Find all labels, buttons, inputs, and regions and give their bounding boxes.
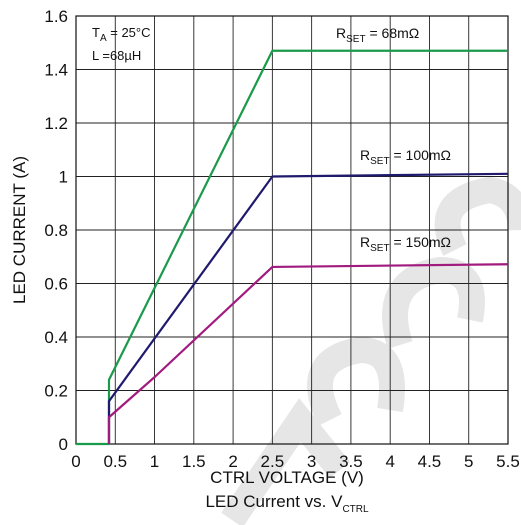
y-tick-label: 1.4 [44, 61, 68, 80]
series-label-150-main: R [360, 234, 370, 250]
series-line-2 [107, 263, 509, 444]
watermark [221, 176, 521, 525]
series-label-100-sub: SET [370, 156, 389, 167]
x-tick-label: 5 [464, 452, 473, 471]
y-tick-label: 0.2 [44, 382, 68, 401]
chart-caption: LED Current vs. VCTRL [205, 492, 369, 515]
plot-grid [75, 15, 509, 445]
series-label-150: RSET = 150mΩ [360, 234, 451, 254]
caption-subscript: CTRL [342, 504, 369, 515]
series-label-68-main: R [336, 25, 346, 41]
x-tick-label: 4 [385, 452, 394, 471]
caption-main: LED Current vs. V [205, 492, 343, 511]
y-tick-label: 0.8 [44, 221, 68, 240]
y-tick-label: 1.2 [44, 114, 68, 133]
y-tick-label: 0.6 [44, 275, 68, 294]
y-tick-label: 0.4 [44, 328, 68, 347]
series-label-68-sub: SET [346, 34, 365, 45]
series-label-100: RSET = 100mΩ [360, 147, 451, 167]
series-label-150-sub: SET [370, 243, 389, 254]
y-tick-labels: 0 0.2 0.4 0.6 0.8 1 1.2 1.4 1.6 [44, 7, 68, 454]
series-line-0 [76, 49, 508, 446]
y-tick-label: 0 [59, 435, 68, 454]
x-tick-label: 3.5 [339, 452, 363, 471]
series-label-150-rest: = 150mΩ [390, 234, 451, 250]
x-tick-label: 4.5 [418, 452, 442, 471]
x-axis-title: CTRL VOLTAGE (V) [210, 468, 364, 487]
series-label-100-rest: = 100mΩ [390, 147, 451, 163]
x-tick-label: 2 [228, 452, 237, 471]
x-tick-label: 0 [71, 452, 80, 471]
x-tick-label: 0.5 [103, 452, 127, 471]
x-tick-label: 2.5 [261, 452, 285, 471]
y-tick-label: 1.6 [44, 7, 68, 26]
inductance-annotation: L =68µH [92, 48, 141, 63]
y-axis-title: LED CURRENT (A) [10, 156, 29, 304]
series-label-68: RSET = 68mΩ [336, 25, 419, 45]
plot-frame [75, 15, 509, 445]
x-tick-label: 1.5 [182, 452, 206, 471]
y-tick-label: 1 [59, 168, 68, 187]
x-tick-label: 3 [307, 452, 316, 471]
temp-rest: = 25°C [107, 25, 151, 40]
temp-main: T [92, 25, 100, 40]
series-lines [76, 49, 509, 446]
x-tick-label: 1 [150, 452, 159, 471]
series-label-68-rest: = 68mΩ [366, 25, 420, 41]
temp-sub: A [100, 33, 107, 44]
x-tick-label: 5.5 [496, 452, 520, 471]
x-tick-labels: 0 0.5 1 1.5 2 2.5 3 3.5 4 4.5 5 5.5 [71, 452, 520, 471]
temperature-annotation: TA = 25°C [92, 25, 151, 44]
series-label-100-main: R [360, 147, 370, 163]
